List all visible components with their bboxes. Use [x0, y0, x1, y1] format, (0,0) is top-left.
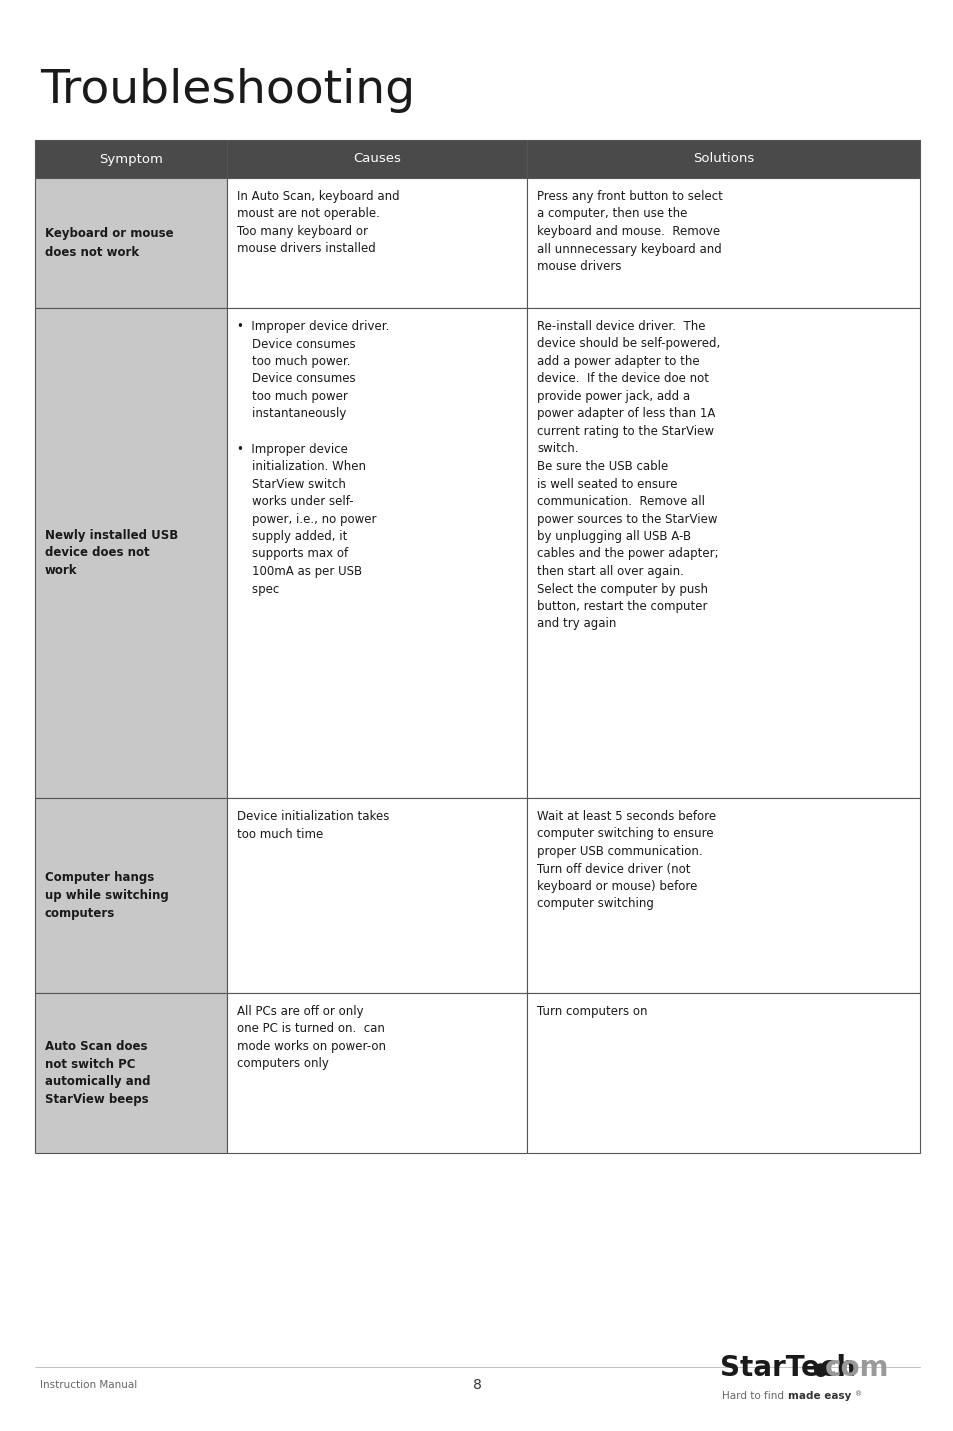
Text: Press any front button to select
a computer, then use the
keyboard and mouse.  R: Press any front button to select a compu…	[537, 190, 722, 273]
Bar	[227, 798, 526, 993]
Text: ®: ®	[854, 1391, 862, 1397]
Bar	[227, 308, 526, 798]
Text: StarTech: StarTech	[720, 1354, 855, 1382]
Bar	[227, 177, 526, 308]
Text: 8: 8	[472, 1378, 481, 1392]
Text: Newly installed USB
device does not
work: Newly installed USB device does not work	[45, 528, 178, 578]
Text: Hard to find: Hard to find	[721, 1391, 786, 1401]
Text: Re-install device driver.  The
device should be self-powered,
add a power adapte: Re-install device driver. The device sho…	[537, 321, 720, 631]
Bar	[35, 798, 227, 993]
Text: Turn computers on: Turn computers on	[537, 1005, 647, 1017]
Text: Symptom: Symptom	[99, 153, 163, 166]
Bar	[35, 177, 227, 308]
Bar	[526, 308, 919, 798]
Bar	[526, 177, 919, 308]
Bar	[35, 140, 227, 177]
Bar	[526, 798, 919, 993]
Bar	[35, 308, 227, 798]
Text: made easy: made easy	[787, 1391, 850, 1401]
Text: ●: ●	[812, 1361, 828, 1379]
Bar	[227, 993, 526, 1153]
Text: Troubleshooting: Troubleshooting	[40, 69, 415, 113]
Text: All PCs are off or only
one PC is turned on.  can
mode works on power-on
compute: All PCs are off or only one PC is turned…	[236, 1005, 386, 1070]
Bar	[35, 993, 227, 1153]
Text: In Auto Scan, keyboard and
moust are not operable.
Too many keyboard or
mouse dr: In Auto Scan, keyboard and moust are not…	[236, 190, 399, 256]
Text: •  Improper device driver.
    Device consumes
    too much power.
    Device co: • Improper device driver. Device consume…	[236, 321, 389, 595]
Text: Solutions: Solutions	[692, 153, 753, 166]
Text: com: com	[824, 1354, 888, 1382]
Bar	[526, 993, 919, 1153]
Text: Auto Scan does
not switch PC
automically and
StarView beeps: Auto Scan does not switch PC automically…	[45, 1039, 151, 1106]
Text: Computer hangs
up while switching
computers: Computer hangs up while switching comput…	[45, 871, 169, 920]
Text: Device initialization takes
too much time: Device initialization takes too much tim…	[236, 810, 389, 840]
Bar	[227, 140, 526, 177]
Text: Wait at least 5 seconds before
computer switching to ensure
proper USB communica: Wait at least 5 seconds before computer …	[537, 810, 716, 910]
Text: Instruction Manual: Instruction Manual	[40, 1379, 137, 1390]
Text: Causes: Causes	[353, 153, 400, 166]
Text: Keyboard or mouse
does not work: Keyboard or mouse does not work	[45, 228, 173, 259]
Bar	[526, 140, 919, 177]
